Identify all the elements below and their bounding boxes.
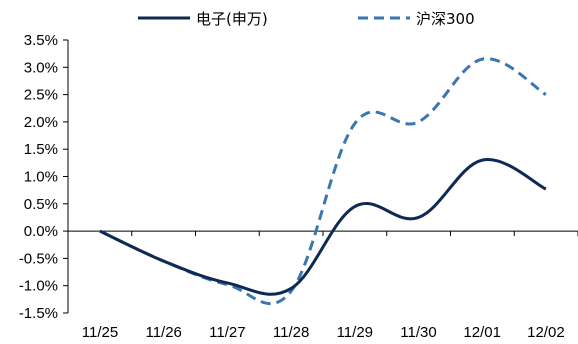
y-tick-label: 1.5% (24, 141, 58, 158)
series-line-csi300 (99, 57, 547, 306)
y-tick-label: 2.5% (24, 87, 58, 104)
y-tick-label: 3.5% (24, 32, 58, 49)
y-tick-label: 0.5% (24, 196, 58, 213)
y-tick-label: -1.5% (19, 305, 58, 322)
x-tick-label: 12/01 (463, 324, 501, 341)
y-tick-label: -1.0% (19, 278, 58, 295)
y-tick-label: 0.0% (24, 223, 58, 240)
x-tick-label: 11/30 (400, 324, 436, 341)
x-tick-label: 11/28 (273, 324, 309, 341)
y-tick-label: -0.5% (19, 250, 58, 267)
series-layer (99, 57, 547, 306)
legend-label-csi300: 沪深300 (416, 10, 475, 28)
legend: 电子(申万) 沪深300 (138, 10, 475, 28)
legend-label-electronics: 电子(申万) (196, 10, 268, 28)
y-tick-label: 3.0% (24, 59, 58, 76)
y-tick-label: 1.0% (24, 169, 58, 186)
y-axis: 3.5% 3.0% 2.5% 2.0% 1.5% 1.0% 0.5% 0.0% -0.5% -1.… (19, 32, 69, 322)
x-tick-label: 11/29 (337, 324, 373, 341)
y-tick-label: 2.0% (24, 114, 58, 131)
x-tick-label: 12/02 (527, 324, 565, 341)
x-tick-label: 11/25 (82, 324, 118, 341)
x-tick-label: 11/27 (209, 324, 245, 341)
x-axis: 11/25 11/26 11/27 11/28 11/29 11/30 12/01 12/02 (67, 230, 578, 341)
series-line-electronics (99, 158, 547, 296)
x-tick-label: 11/26 (145, 324, 181, 341)
